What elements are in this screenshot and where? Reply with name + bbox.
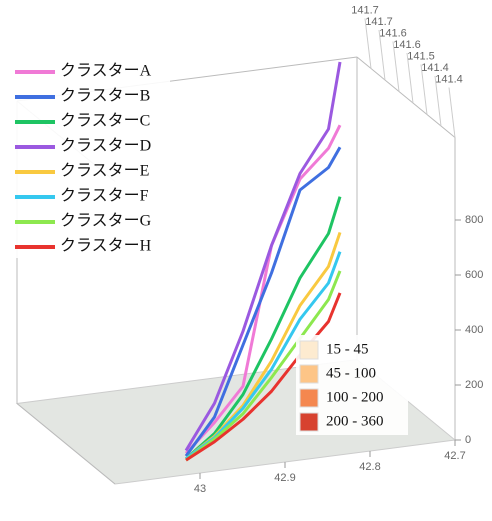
color-swatch [300,365,318,383]
legend-label: クラスターG [60,212,152,230]
y-tick-label: 141.4 [435,73,463,85]
legend-label: クラスターC [60,112,150,130]
y-tick-label: 141.6 [379,27,407,39]
y-tick [449,88,455,138]
color-legend-label: 200 - 360 [326,413,384,429]
x-tick-label: 42.9 [274,472,295,484]
x-tick-label: 42.8 [359,461,380,473]
legend-label: クラスターF [60,187,149,205]
z-tick-label: 400 [465,324,483,336]
chart: 02004006008004342.942.842.7141.7141.7141… [0,0,492,516]
z-tick-label: 0 [465,434,471,446]
y-tick-label: 141.4 [421,62,449,74]
legend-label: クラスターE [60,162,149,180]
color-swatch [300,413,318,431]
legend-label: クラスターH [60,237,152,255]
legend-label: クラスターA [60,62,152,80]
y-tick-label: 141.6 [393,39,421,51]
color-legend-label: 15 - 45 [326,341,369,357]
color-swatch [300,341,318,359]
y-tick-label: 141.7 [351,4,379,16]
color-legend-label: 100 - 200 [326,389,384,405]
z-tick-label: 800 [465,214,483,226]
x-tick-label: 43 [194,483,206,495]
x-tick-label: 42.7 [444,450,465,462]
legend-label: クラスターD [60,137,151,155]
y-tick-label: 141.5 [407,50,435,62]
color-legend: 15 - 45 45 - 100 100 - 200 200 - 360 [296,335,408,435]
z-tick-label: 200 [465,379,483,391]
y-tick-label: 141.7 [365,16,393,28]
z-tick-label: 600 [465,269,483,281]
color-legend-label: 45 - 100 [326,365,376,381]
color-swatch [300,389,318,407]
legend: クラスターA クラスターB クラスターC クラスターD クラスターE クラスターF クラスタ… [10,58,170,258]
legend-label: クラスターB [60,87,150,105]
